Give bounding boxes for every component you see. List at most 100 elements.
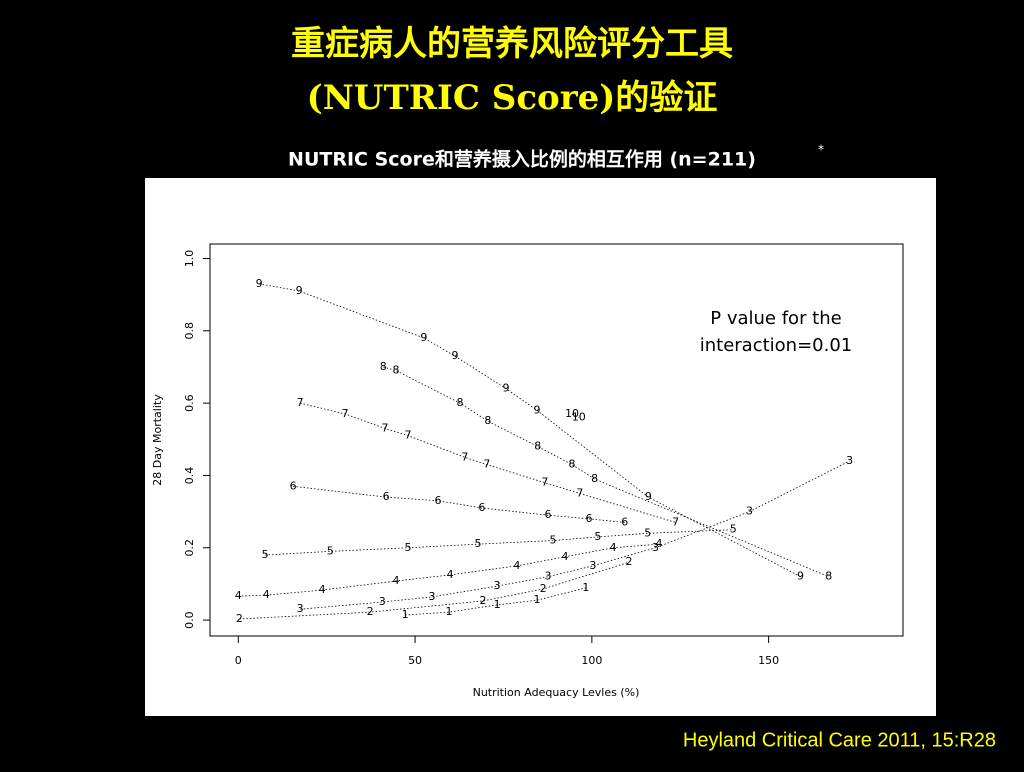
y-tick-label: 1.0 (183, 250, 196, 268)
point: 3 (652, 541, 659, 554)
point: 1 (402, 608, 409, 621)
point: 8 (591, 472, 598, 485)
point: 6 (290, 479, 297, 492)
point: 4 (319, 583, 326, 596)
fit-line (300, 402, 676, 523)
y-tick-label: 0.8 (183, 322, 196, 340)
y-tick-label: 0.2 (183, 539, 196, 557)
point: 3 (846, 454, 853, 467)
x-tick-label: 50 (408, 654, 422, 667)
fit-line (293, 485, 625, 523)
fit-line (238, 543, 660, 597)
point: 4 (656, 537, 663, 550)
y-tick-label: 0.6 (183, 394, 196, 412)
point: 7 (297, 396, 304, 409)
point: 4 (235, 589, 242, 602)
point: 7 (483, 458, 490, 471)
point: 1 (494, 598, 501, 611)
point: 6 (621, 515, 628, 528)
point: 1 (582, 581, 589, 594)
point: 9 (420, 331, 427, 344)
y-tick-label: 0.0 (183, 611, 196, 629)
point: 1 (446, 605, 453, 618)
point: 2 (479, 594, 486, 607)
point: 7 (405, 429, 412, 442)
point: 6 (383, 490, 390, 503)
point: 10 (565, 407, 579, 420)
point: 2 (236, 612, 243, 625)
point: 5 (644, 526, 651, 539)
point: 9 (645, 490, 652, 503)
fit-line (265, 529, 734, 556)
point: 7 (382, 421, 389, 434)
point: 3 (379, 595, 386, 608)
point: 6 (478, 501, 485, 514)
point: 3 (429, 590, 436, 603)
point: 7 (672, 515, 679, 528)
point: 5 (327, 544, 334, 557)
point: 4 (263, 588, 270, 601)
title-line: 重症病人的营养风险评分工具 (291, 24, 733, 64)
subtitle: NUTRIC Score和营养摄入比例的相互作用 (n=211) (288, 148, 756, 171)
point: 6 (435, 494, 442, 507)
point: 9 (797, 570, 804, 583)
annotation: interaction=0.01 (700, 335, 853, 356)
point: 3 (746, 505, 753, 518)
point: 9 (452, 349, 459, 362)
point: 5 (594, 530, 601, 543)
point: 4 (561, 550, 568, 563)
point: 9 (534, 403, 541, 416)
point: 9 (502, 382, 509, 395)
point: 2 (540, 582, 547, 595)
y-tick-label: 0.4 (183, 467, 196, 485)
x-tick-label: 100 (581, 654, 602, 667)
point: 5 (475, 537, 482, 550)
point: 8 (456, 396, 463, 409)
point: 5 (262, 548, 269, 561)
title-line: (NUTRIC Score)的验证 (307, 78, 718, 118)
point: 8 (825, 570, 832, 583)
x-tick-label: 150 (758, 654, 779, 667)
point: 5 (730, 523, 737, 536)
fit-line (300, 460, 850, 610)
point: 10 (572, 411, 586, 424)
subtitle-mark: * (818, 143, 824, 157)
point: 2 (625, 555, 632, 568)
point: 8 (380, 360, 387, 373)
annotation: P value for the (710, 308, 841, 329)
point: 7 (541, 476, 548, 489)
point: 3 (589, 559, 596, 572)
citation: Heyland Critical Care 2011, 15:R28 (683, 729, 996, 751)
point: 1 (534, 593, 541, 606)
fit-line (405, 587, 586, 616)
point: 4 (447, 568, 454, 581)
point: 3 (494, 579, 501, 592)
point: 3 (545, 570, 552, 583)
point: 7 (461, 450, 468, 463)
chart-panel (145, 178, 936, 716)
point: 8 (392, 364, 399, 377)
point: 4 (513, 559, 520, 572)
x-tick-label: 0 (235, 654, 242, 667)
x-axis-label: Nutrition Adequacy Levles (%) (473, 686, 640, 699)
point: 8 (534, 440, 541, 453)
point: 5 (549, 534, 556, 547)
plot-frame (209, 243, 904, 637)
y-axis-label: 28 Day Mortality (151, 394, 164, 486)
point: 7 (342, 407, 349, 420)
point: 4 (610, 541, 617, 554)
point: 6 (586, 512, 593, 525)
point: 6 (545, 508, 552, 521)
point: 9 (256, 277, 263, 290)
point: 3 (297, 602, 304, 615)
point: 8 (569, 458, 576, 471)
point: 9 (296, 284, 303, 297)
point: 5 (405, 541, 412, 554)
point: 7 (576, 487, 583, 500)
fit-line (383, 366, 829, 578)
point: 4 (392, 574, 399, 587)
fit-line (571, 413, 579, 418)
point: 8 (484, 414, 491, 427)
